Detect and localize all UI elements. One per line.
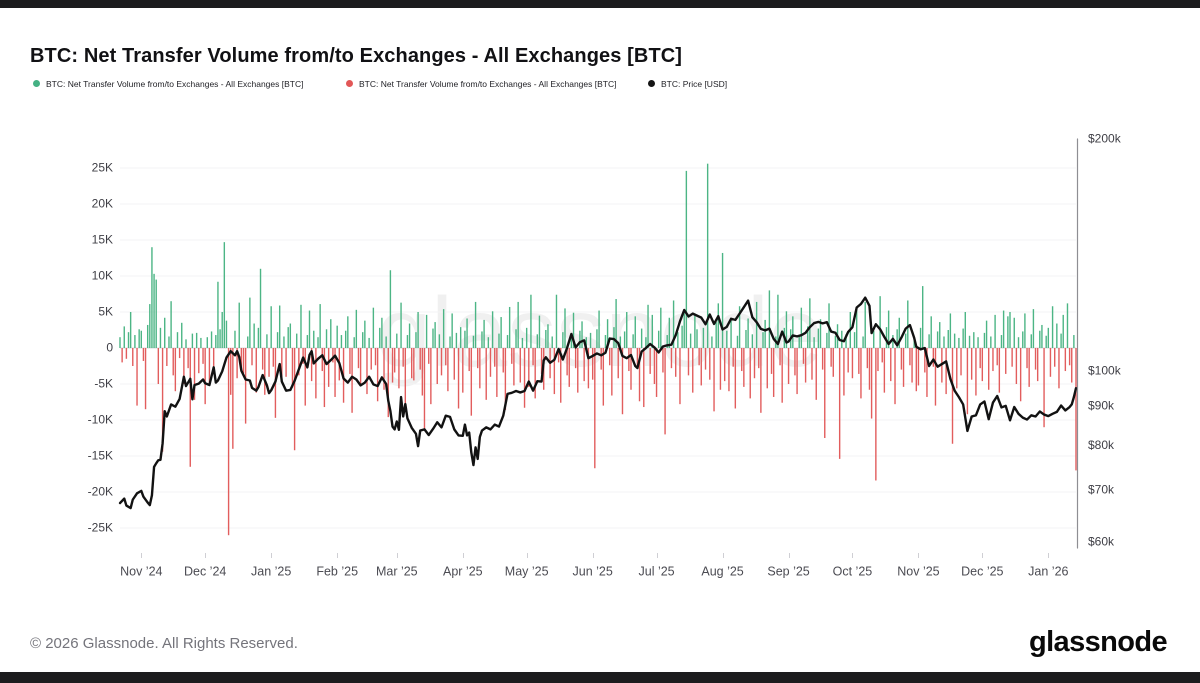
net-transfer-volume-chart[interactable] [0,0,1200,600]
footer-copyright: © 2026 Glassnode. All Rights Reserved. [30,635,298,652]
glassnode-logo: glassnode [1028,626,1168,658]
bottom-letterbox-bar [0,672,1200,683]
